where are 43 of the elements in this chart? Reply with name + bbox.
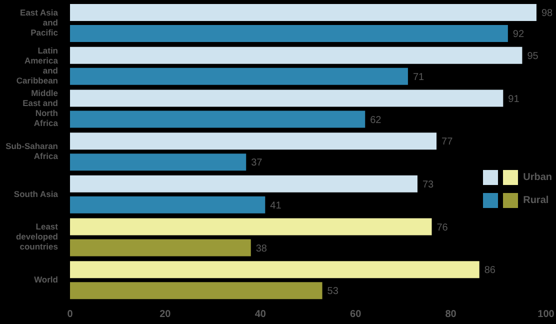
y-tick-label: East Asia and Pacific <box>20 8 58 38</box>
y-tick-label: World <box>34 274 58 285</box>
legend-label: Urban <box>523 172 552 183</box>
data-label: 77 <box>442 136 454 148</box>
x-tick-label: 100 <box>538 309 555 320</box>
data-label: 92 <box>512 29 524 40</box>
data-label: 91 <box>508 94 520 105</box>
bar <box>70 261 480 278</box>
data-label: 73 <box>422 179 434 190</box>
y-tick-label: Least developed countries <box>16 222 58 252</box>
y-tick-label: Sub-Saharan Africa <box>6 141 58 162</box>
data-label: 41 <box>270 200 282 212</box>
data-label: 37 <box>251 158 263 169</box>
x-tick-label: 40 <box>254 309 266 320</box>
bar <box>70 175 418 192</box>
x-tick-label: 60 <box>350 309 362 320</box>
bar <box>70 132 437 150</box>
data-label: 95 <box>527 50 539 62</box>
data-label: 98 <box>541 8 554 20</box>
data-label: 76 <box>436 222 448 234</box>
bar <box>70 110 366 128</box>
x-tick-label: 0 <box>67 309 74 320</box>
data-label: 62 <box>370 114 382 126</box>
y-tick-label: Middle East and North Africa <box>22 88 58 128</box>
data-label: 38 <box>256 243 268 254</box>
bar <box>70 282 322 300</box>
y-tick-label: South Asia <box>14 189 58 200</box>
data-label: 71 <box>412 72 425 83</box>
y-tick-label: Latin America and Caribbean <box>16 46 58 86</box>
bar <box>70 196 266 214</box>
bar <box>70 239 251 256</box>
data-label: 86 <box>484 265 496 276</box>
bar <box>70 218 432 236</box>
bar <box>70 154 246 171</box>
x-tick-label: 20 <box>160 309 172 320</box>
bar <box>70 68 408 85</box>
x-tick-label: 80 <box>445 309 457 320</box>
bar <box>70 25 508 42</box>
bar <box>70 90 504 107</box>
bar <box>70 46 522 64</box>
legend-label: Rural <box>523 195 549 206</box>
bar <box>70 4 536 21</box>
data-label: 53 <box>327 286 339 298</box>
